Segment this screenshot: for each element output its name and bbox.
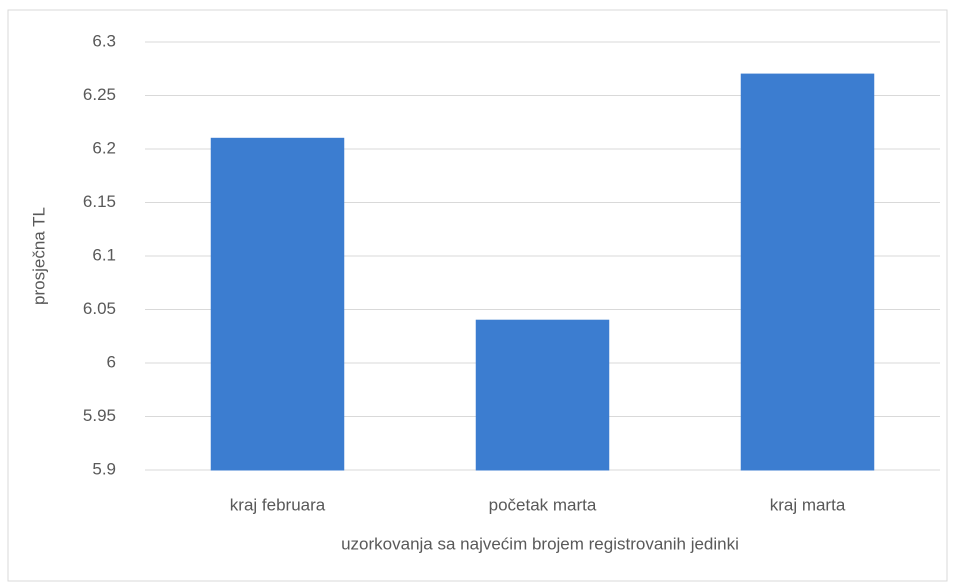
y-tick-label: 6.3	[92, 31, 116, 50]
y-tick-label: 6.1	[92, 245, 116, 264]
y-axis-label: prosječna TL	[29, 207, 48, 305]
y-tick-label: 5.95	[83, 406, 116, 425]
y-tick-label: 6.25	[83, 85, 116, 104]
bar	[210, 137, 345, 471]
y-tick-label: 6.15	[83, 192, 116, 211]
x-tick-label: kraj februara	[230, 495, 326, 514]
y-tick-label: 6.2	[92, 138, 116, 157]
y-tick-label: 6	[107, 352, 116, 371]
y-tick-label: 6.05	[83, 299, 116, 318]
x-axis-label: uzorkovanja sa najvećim brojem registrov…	[341, 534, 739, 553]
bar	[740, 73, 875, 471]
bar	[475, 319, 610, 471]
x-tick-label: kraj marta	[770, 495, 846, 514]
x-tick-label: početak marta	[489, 495, 597, 514]
y-tick-label: 5.9	[92, 459, 116, 478]
